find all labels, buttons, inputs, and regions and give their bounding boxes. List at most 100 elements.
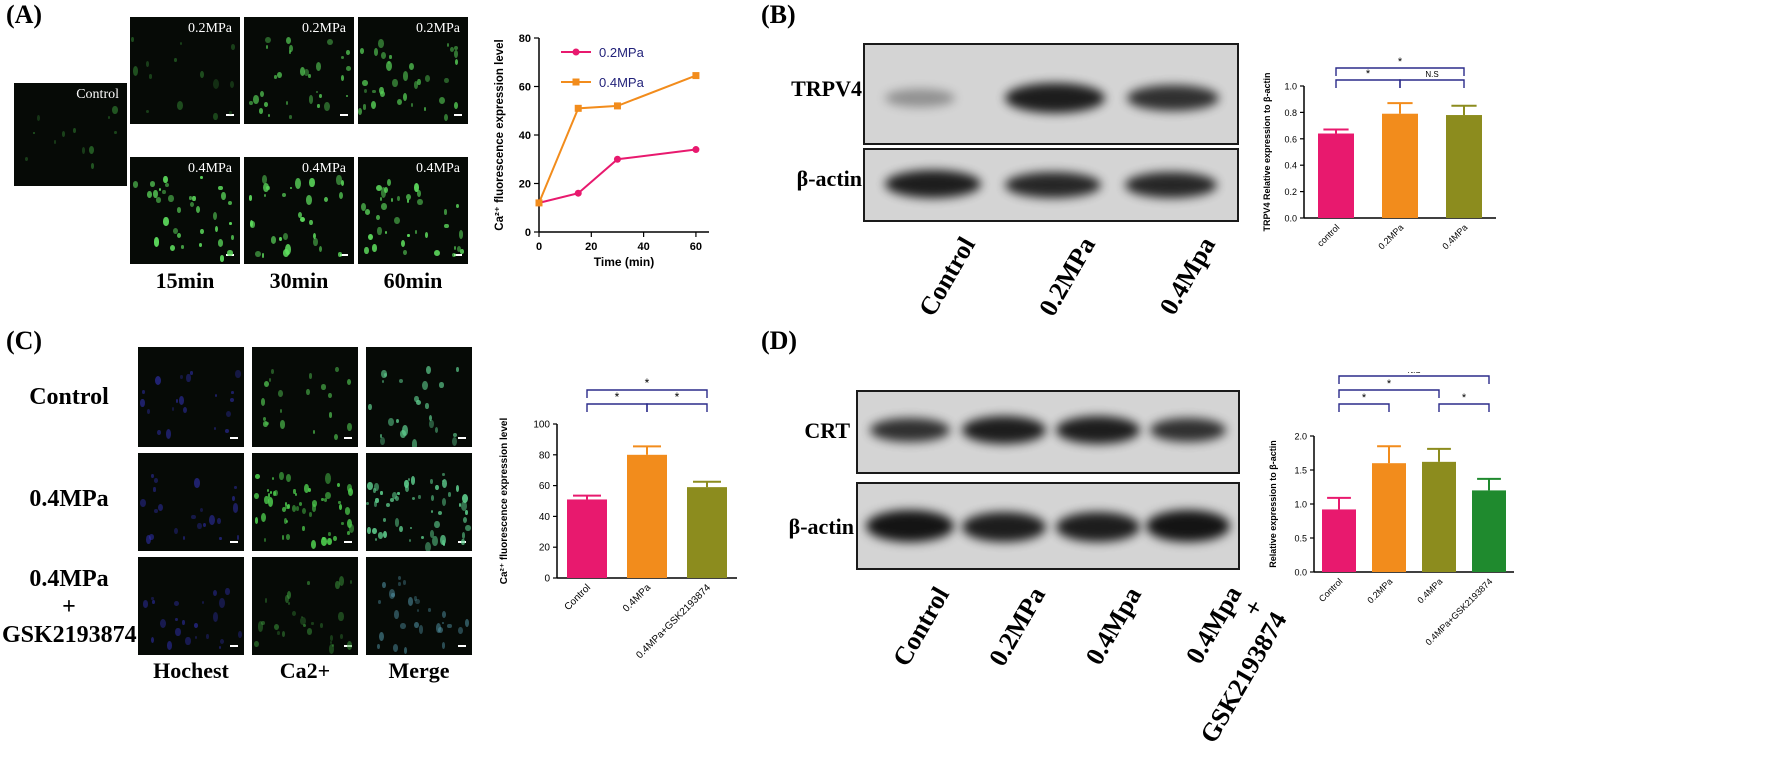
cell-dot xyxy=(326,38,333,45)
x-axis-label: Time (min) xyxy=(594,255,654,269)
blot-label-actin-d: β-actin xyxy=(788,514,854,539)
cell-dot xyxy=(265,36,271,43)
y-tick-label: 0.0 xyxy=(1284,214,1297,224)
cell-dot xyxy=(338,252,342,257)
cell-dot xyxy=(376,185,383,192)
cell-dot xyxy=(264,193,267,198)
y-tick-label: 100 xyxy=(533,420,550,431)
cell-dot xyxy=(286,504,290,509)
significance-label: * xyxy=(1462,392,1467,404)
cell-dot xyxy=(182,536,185,541)
cell-dot xyxy=(147,191,152,198)
cell-dot xyxy=(283,518,287,524)
cell-dot xyxy=(132,181,139,188)
cell-dot xyxy=(288,115,293,120)
cell-dot xyxy=(219,536,222,541)
cell-dot xyxy=(379,86,384,94)
cell-dot xyxy=(217,517,221,524)
cell-dot xyxy=(323,196,329,203)
cell-dot xyxy=(148,534,154,540)
cell-dot xyxy=(340,633,344,639)
y-tick-label: 0 xyxy=(525,227,531,239)
cell-dot xyxy=(362,80,368,86)
cell-dot xyxy=(231,44,236,50)
cell-dot xyxy=(61,130,66,138)
cell-dot xyxy=(174,58,177,62)
cell-dot xyxy=(225,410,232,418)
cell-dot xyxy=(348,488,354,496)
cell-dot xyxy=(191,514,196,520)
cell-dot xyxy=(217,238,224,248)
cell-dot xyxy=(302,525,305,532)
cell-dot xyxy=(219,638,224,644)
chart-b-trpv4-expression: 0.0 0.2 0.4 0.6 0.8 1.0 TRPV4 Relative express… xyxy=(1262,56,1496,251)
cell-dot xyxy=(331,643,335,648)
micrograph-label: 0.2MPa xyxy=(188,21,232,36)
cell-dot xyxy=(311,503,317,512)
cell-dot xyxy=(162,190,166,195)
cell-dot xyxy=(458,229,464,239)
cell-dot xyxy=(346,641,353,651)
cell-dot xyxy=(442,497,447,506)
cell-dot xyxy=(36,115,41,122)
cell-dot xyxy=(229,80,234,89)
cell-dot xyxy=(462,517,468,524)
cell-dot xyxy=(391,492,397,499)
cell-dot xyxy=(285,502,288,506)
cell-dot xyxy=(441,641,446,649)
cell-dot xyxy=(425,365,431,374)
panel-label-c: (C) xyxy=(6,326,43,355)
cell-dot xyxy=(430,495,434,501)
cell-dot xyxy=(154,509,158,513)
cell-dot xyxy=(218,597,225,609)
chart-a-calcium-time: 0 20 40 60 80 0 20 40 60 Time (min) Ca²⁺ fluoresce… xyxy=(494,33,709,269)
cell-dot xyxy=(198,243,202,247)
cell-dot xyxy=(347,483,353,493)
micrograph-04mpa-15min: 0.4MPa xyxy=(130,157,240,264)
western-blot-actin xyxy=(863,148,1239,222)
cell-dot xyxy=(439,382,444,388)
cell-dot xyxy=(334,433,339,440)
cell-dot xyxy=(387,178,392,186)
cell-dot xyxy=(379,90,385,98)
cell-dot xyxy=(366,501,370,506)
cell-dot xyxy=(457,626,463,634)
cell-dot xyxy=(368,403,372,411)
cell-dot xyxy=(249,100,253,105)
y-tick-label: 1.5 xyxy=(1294,466,1307,476)
cell-dot xyxy=(324,491,331,500)
cell-dot xyxy=(164,182,170,188)
cell-dot xyxy=(340,75,344,82)
cell-dot xyxy=(424,232,428,239)
chart-c-calcium-expression: 0 20 40 60 80 100 Ca²⁺ fluorescence expression… xyxy=(499,376,737,661)
cell-dot xyxy=(261,253,265,258)
cell-dot xyxy=(145,534,151,544)
cell-dot xyxy=(347,423,352,432)
cell-dot xyxy=(365,208,371,215)
cell-dot xyxy=(255,251,261,258)
cell-dot xyxy=(338,575,345,587)
cell-dot xyxy=(279,408,282,413)
cell-dot xyxy=(269,490,273,495)
cell-dot xyxy=(391,593,395,598)
cell-dot xyxy=(168,195,174,203)
significance-bracket xyxy=(1399,79,1465,88)
cell-dot xyxy=(287,591,292,600)
cell-dot xyxy=(25,156,29,161)
cell-dot xyxy=(309,178,315,187)
cell-dot xyxy=(449,46,454,52)
cell-dot xyxy=(456,203,460,208)
cell-dot xyxy=(439,96,446,104)
cell-dot xyxy=(173,527,178,534)
panel-label-a: (A) xyxy=(6,0,43,29)
cell-dot xyxy=(145,61,149,67)
cell-dot xyxy=(148,74,152,79)
cell-dot xyxy=(294,493,298,496)
chart-d-crt-expression: 0.0 0.5 1.0 1.5 2.0 Relative expression to β-… xyxy=(1268,372,1514,647)
cell-dot xyxy=(155,197,162,203)
panel-label-b: (B) xyxy=(761,0,796,29)
cell-dot xyxy=(142,599,149,608)
micrograph-04mpa-60min: 0.4MPa xyxy=(358,157,468,264)
column-label-merge: Merge xyxy=(388,658,450,683)
cell-dot xyxy=(453,50,458,58)
